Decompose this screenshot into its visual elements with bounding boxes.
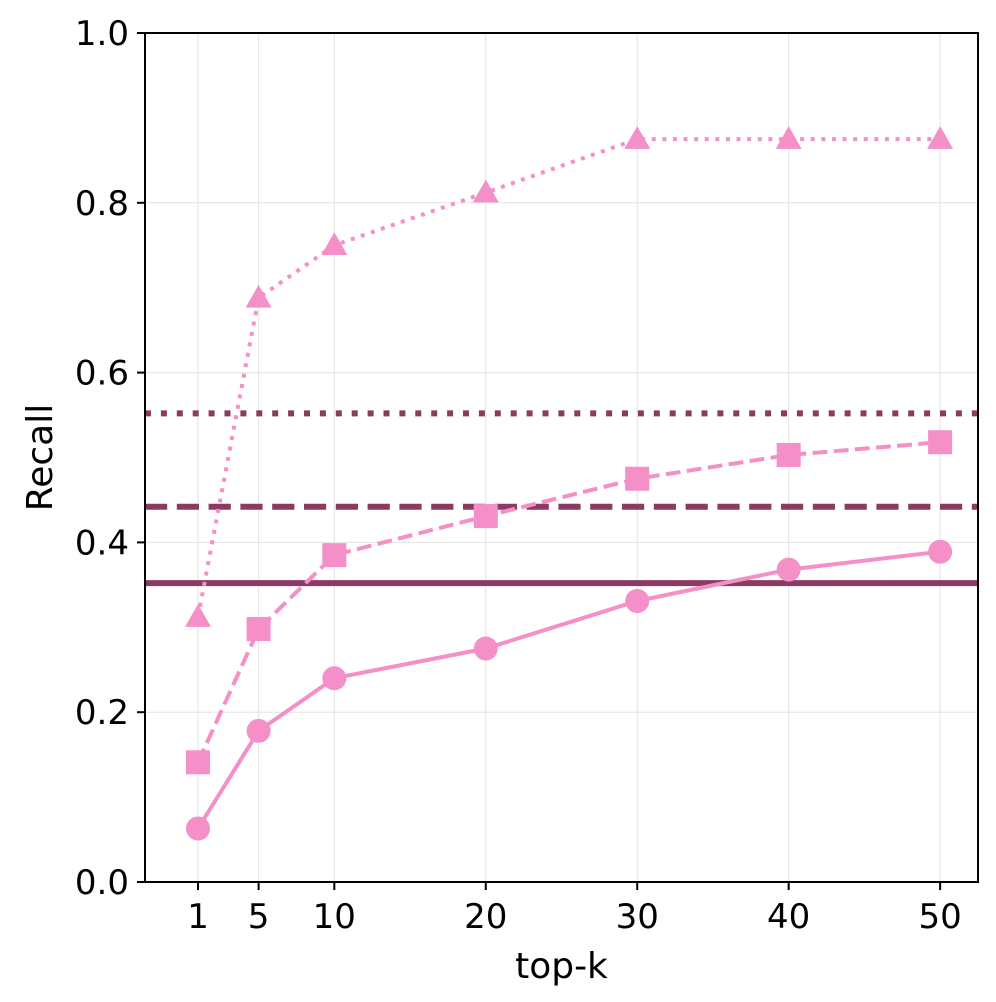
square-marker	[776, 442, 801, 467]
triangle-marker	[472, 179, 499, 203]
circle-marker	[186, 816, 211, 841]
reference-lines	[145, 410, 978, 587]
series-triangle-dotted	[185, 126, 954, 627]
x-tick-label: 1	[187, 897, 209, 937]
y-axis-title: Recall	[20, 404, 61, 511]
circle-marker	[928, 539, 953, 564]
series-square-dashed	[186, 430, 953, 775]
circle-marker	[246, 718, 271, 743]
circle-marker	[625, 588, 650, 613]
y-tick-label: 0.0	[75, 863, 129, 903]
circle-marker	[322, 666, 347, 691]
square-marker	[928, 430, 953, 455]
x-tick-label: 40	[767, 897, 810, 937]
x-tick-label: 30	[616, 897, 659, 937]
triangle-marker	[775, 126, 802, 149]
y-tick-label: 0.2	[75, 693, 129, 733]
x-axis-title: top-k	[515, 946, 608, 987]
triangle-marker	[927, 126, 954, 149]
triangle-marker	[245, 284, 272, 308]
series-line-triangle-dotted	[196, 137, 941, 618]
series-layer	[185, 126, 954, 841]
grid	[145, 32, 978, 883]
y-tick-label: 1.0	[75, 14, 129, 54]
x-tick-label: 20	[464, 897, 507, 937]
y-tick-label: 0.8	[75, 184, 129, 224]
square-marker	[246, 616, 271, 641]
triangle-marker	[624, 126, 651, 149]
square-marker	[473, 504, 498, 529]
ticks: 1 5 10 20 30 40 50 0.0 0.2 0.4 0.6 0.8 1.0	[75, 14, 962, 937]
square-marker	[186, 750, 211, 775]
circle-marker	[473, 636, 498, 661]
circle-marker	[776, 557, 801, 582]
y-tick-label: 0.6	[75, 354, 129, 394]
series-circle-solid	[186, 539, 953, 841]
x-tick-label: 5	[248, 897, 270, 937]
plot-frame	[144, 32, 979, 883]
triangle-marker	[321, 232, 348, 255]
square-marker	[625, 466, 650, 491]
y-tick-label: 0.4	[75, 523, 129, 563]
series-line-circle-solid	[196, 549, 941, 830]
triangle-marker	[185, 604, 212, 627]
x-tick-label: 50	[919, 897, 962, 937]
x-tick-label: 10	[313, 897, 356, 937]
square-marker	[322, 543, 347, 568]
series-line-square-dashed	[196, 440, 941, 764]
